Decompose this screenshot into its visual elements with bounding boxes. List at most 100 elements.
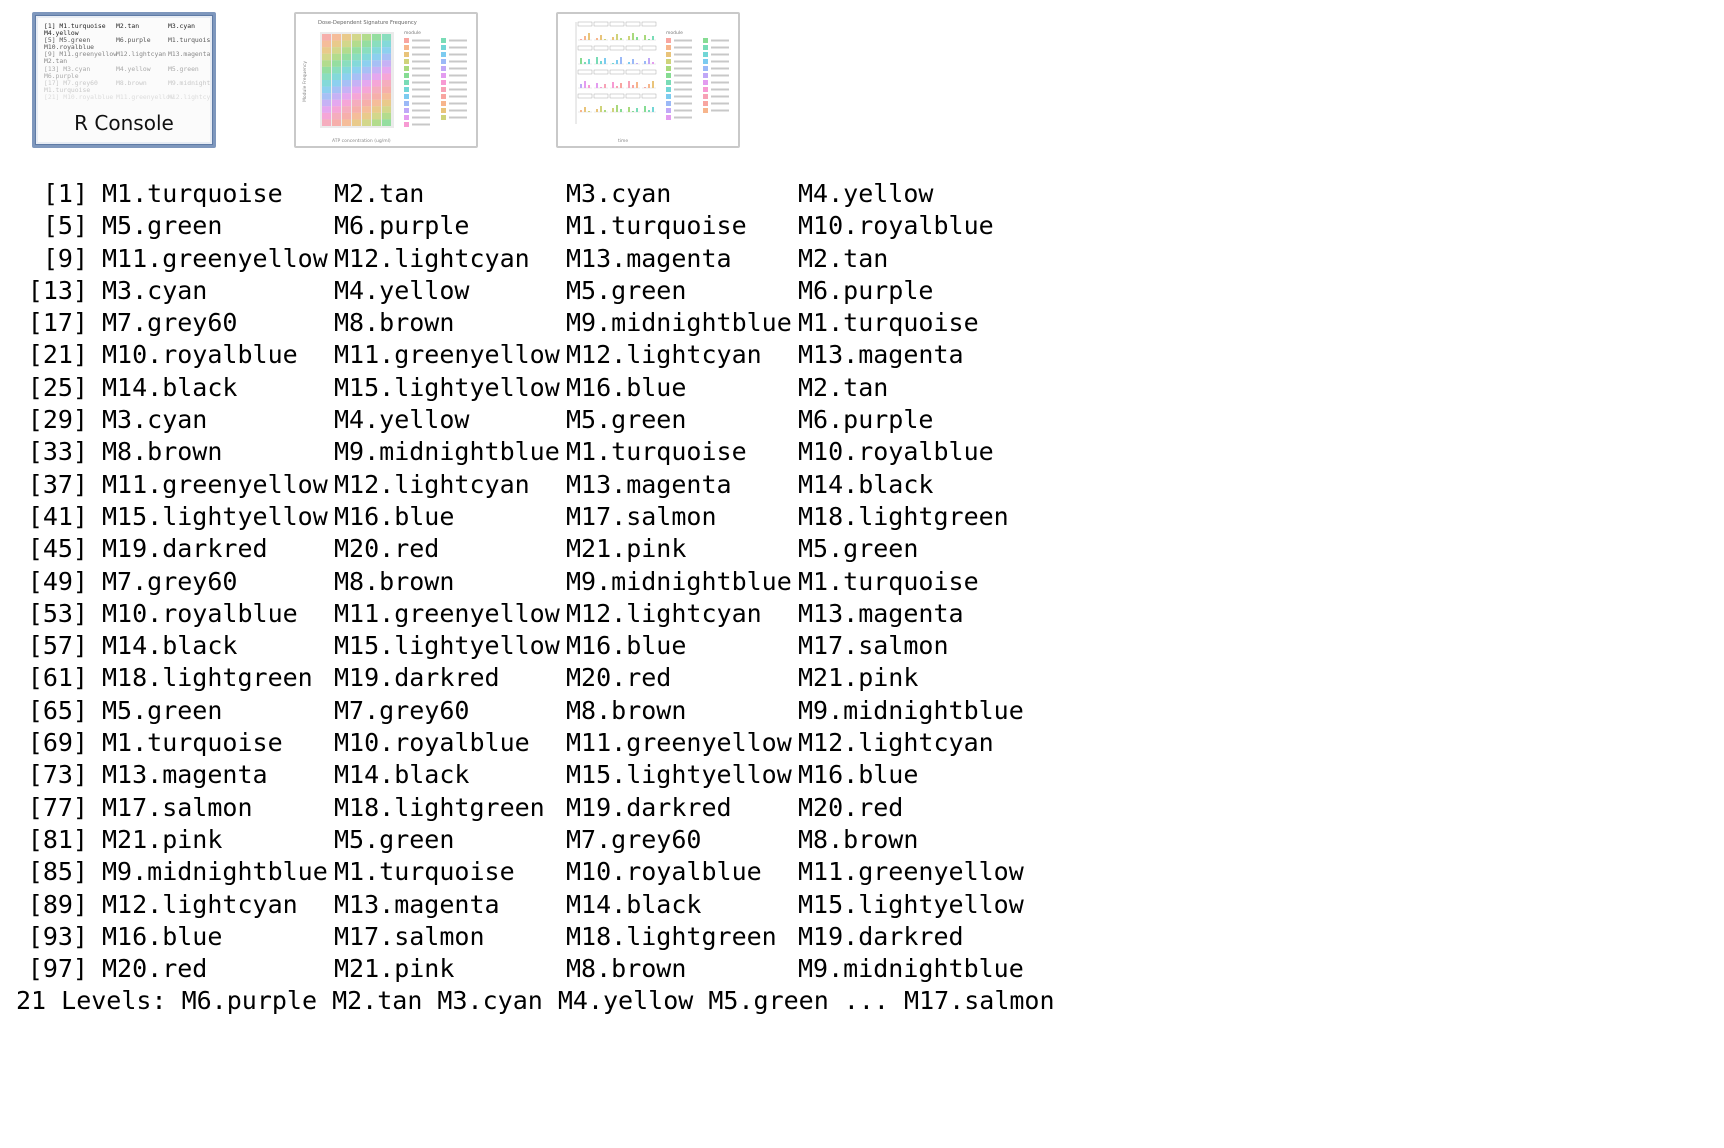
legend-swatch: [441, 45, 446, 50]
facet-mark: [616, 34, 618, 40]
legend-swatch: [703, 38, 708, 43]
console-value: M18.lightgreen: [566, 921, 777, 951]
facet-mark: [580, 84, 582, 88]
facet-mark: [600, 106, 602, 112]
console-value: M13.magenta: [566, 243, 732, 273]
console-row-index: [53]: [27, 598, 88, 628]
console-value: M1.turquoise: [798, 308, 979, 338]
console-value: M19.darkred: [334, 663, 500, 693]
console-value: M9.midnightblue: [566, 308, 792, 338]
legend-label-placeholder: [711, 67, 729, 70]
stacked-bar-segment: [362, 119, 371, 126]
legend-label-placeholder: [711, 46, 729, 49]
console-value: M1.turquoise: [798, 566, 979, 596]
legend-swatch: [703, 59, 708, 64]
facet-strip: [609, 69, 625, 75]
stacked-bar-segment: [362, 86, 371, 94]
console-row-index: [85]: [27, 857, 88, 887]
console-row-index: [29]: [27, 405, 88, 435]
thumbnail-r-console[interactable]: [1] M1.turquoise M2.tan M3.cyan M4.yellow [5…: [32, 12, 216, 148]
console-value: M9.midnightblue: [566, 566, 792, 596]
legend-label-placeholder: [674, 74, 692, 77]
console-value: M10.royalblue: [798, 437, 994, 467]
legend-swatch: [441, 94, 446, 99]
stacked-bar-segment: [332, 86, 341, 94]
stacked-bar-segment: [322, 112, 331, 120]
stacked-bar-segment: [362, 34, 371, 41]
console-value: M15.lightyellow: [334, 372, 560, 402]
console-value: M21.pink: [102, 824, 223, 854]
stacked-bar-segment: [352, 86, 361, 94]
legend-label-placeholder: [412, 88, 430, 91]
console-value: M7.grey60: [102, 566, 238, 596]
legend-label-placeholder: [412, 123, 430, 126]
console-preview-value: M13.magenta: [168, 50, 210, 59]
legend-label-placeholder: [449, 116, 467, 119]
legend-label-placeholder: [674, 88, 692, 91]
facet-mark: [580, 110, 582, 112]
console-row-index: [33]: [27, 437, 88, 467]
legend-label-placeholder: [449, 95, 467, 98]
legend-label-placeholder: [449, 67, 467, 70]
facet-mark: [600, 87, 602, 88]
facet-strip: [625, 69, 641, 75]
console-row-index: [17]: [27, 308, 88, 338]
console-value: M16.blue: [566, 631, 687, 661]
facet-strip: [609, 21, 625, 27]
stacked-bar-segment: [342, 66, 351, 74]
console-value: M16.blue: [798, 760, 919, 790]
facet-mark: [588, 111, 590, 112]
stacked-bar-segment: [352, 47, 361, 54]
facet-strip: [641, 69, 657, 75]
console-preview-value: M8.brown: [116, 78, 147, 87]
thumbnail-frequency-plot[interactable]: Dose-Dependent Signature Frequency Modul…: [294, 12, 478, 148]
legend-label-placeholder: [674, 116, 692, 119]
console-value: M13.magenta: [334, 889, 500, 919]
stacked-bar-segment: [352, 40, 361, 48]
console-preview-value: M1.turquoise: [168, 36, 210, 45]
console-value: M2.tan: [334, 179, 425, 208]
facet-mark: [632, 59, 634, 64]
console-value: M5.green: [102, 211, 223, 241]
console-value: M17.salmon: [102, 792, 253, 822]
stacked-bar-segment: [342, 86, 351, 94]
console-preview-value: [21] M10.royalblue: [44, 92, 114, 101]
console-row-index: [49]: [27, 566, 88, 596]
console-value: M1.turquoise: [566, 437, 747, 467]
console-value: M6.purple: [798, 275, 934, 305]
console-row-index: [73]: [27, 760, 88, 790]
legend-swatch: [666, 87, 671, 92]
console-row-index: [13]: [27, 275, 88, 305]
stacked-bar-segment: [372, 34, 381, 41]
stacked-bar-segment: [352, 53, 361, 61]
legend-swatch: [703, 108, 708, 113]
legend-label-placeholder: [711, 53, 729, 56]
facet-mark: [580, 39, 582, 40]
console-value: M5.green: [566, 405, 687, 435]
legend-label-placeholder: [449, 109, 467, 112]
console-row-index: [25]: [27, 372, 88, 402]
legend-label-placeholder: [412, 67, 430, 70]
stacked-bar-segment: [352, 112, 361, 120]
legend-label-placeholder: [412, 60, 430, 63]
stacked-bar-segment: [362, 112, 371, 120]
legend-swatch: [441, 87, 446, 92]
thumbnail-facet-plot[interactable]: module time: [556, 12, 740, 148]
stacked-bar-segment: [332, 47, 341, 54]
console-value: M12.lightcyan: [334, 243, 530, 273]
facet-mark: [580, 58, 582, 64]
stacked-bar-segment: [332, 93, 341, 100]
console-value: M20.red: [566, 663, 672, 693]
facet-mark: [636, 82, 638, 88]
stacked-bar-segment: [362, 73, 371, 80]
stacked-bar-segment: [382, 93, 391, 100]
facet-mark: [644, 61, 646, 64]
thumbnail-r-console-preview: [1] M1.turquoise M2.tan M3.cyan M4.yellow [5…: [38, 18, 210, 142]
legend-label-placeholder: [711, 81, 729, 84]
stacked-bar-segment: [352, 106, 361, 113]
facet-mark: [632, 85, 634, 88]
console-value: M12.lightcyan: [798, 728, 994, 758]
console-value: M11.greenyellow: [334, 598, 560, 628]
stacked-bar-segment: [382, 53, 391, 61]
console-value: M16.blue: [566, 372, 687, 402]
